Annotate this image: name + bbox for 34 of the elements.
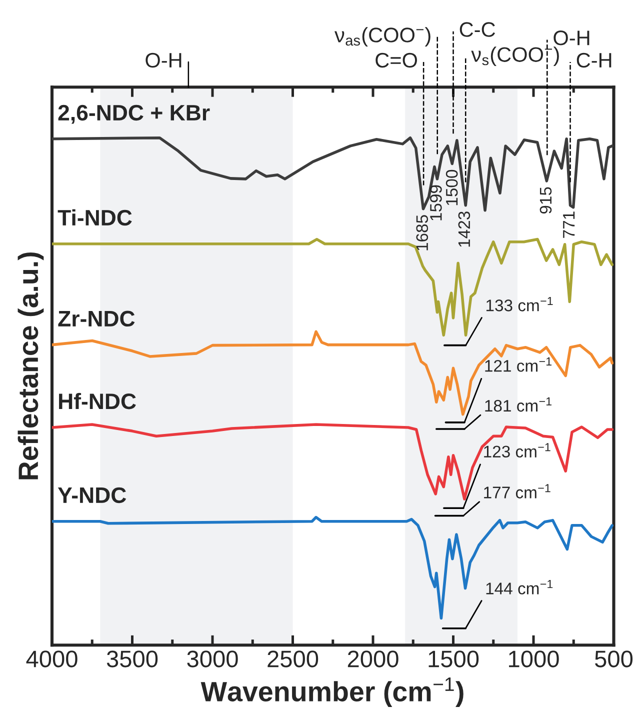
y-axis-title: Reflectance (a.u.) [18, 252, 44, 480]
x-tick-label: 3500 [106, 650, 158, 668]
x-tick-label: 1000 [509, 650, 559, 668]
text: 133 cm$^{−1}$ [486, 296, 553, 312]
x-tick-label: 4000 [26, 650, 78, 668]
x-tick-label: 1500 [428, 650, 479, 668]
series-label: Y-NDC [58, 487, 126, 504]
series-label: Zr-NDC [58, 310, 135, 327]
series-label: 177 cm$^{−1}$ [484, 484, 550, 498]
series-label: 2,6-NDC + KBr [58, 104, 210, 124]
ref-line-label: O-H [554, 30, 590, 46]
series-label: Ti-NDC [58, 209, 132, 226]
series-label: Hf-NDC [59, 392, 136, 410]
series-label: 181 cm$^{−1}$ [485, 397, 552, 412]
x-tick-label: 2000 [348, 650, 398, 668]
ref-line-label: C-C [460, 22, 496, 37]
text: 123 cm$^{−1}$ [484, 443, 550, 458]
x-tick-label: 3000 [187, 650, 238, 668]
annotation: 1599 [430, 185, 442, 220]
ref-line-label: ν$_{s}$(COO$^{−}$) [471, 46, 559, 66]
x-tick-label: 2500 [268, 650, 318, 668]
annotation: 915 [540, 187, 552, 214]
ref-line-label: ν$_{as}$(COO$^{−}$) [334, 27, 430, 47]
x-tick-label: 500 [595, 650, 633, 668]
annotation: 1500 [446, 170, 458, 206]
ref-line-label: C-H [576, 52, 612, 68]
text: 121 cm$^{−1}$ [485, 357, 552, 372]
annotation: 1685 [416, 215, 428, 250]
annotation: 771 [563, 212, 575, 238]
annotation: 1423 [458, 212, 470, 247]
x-axis-title: Wavenumber (cm$^{−1}$) [200, 678, 464, 707]
ref-line-label: O-H [146, 52, 182, 68]
ref-line-label: C=O [376, 52, 418, 68]
text: 144 cm$^{−1}$ [486, 580, 553, 594]
